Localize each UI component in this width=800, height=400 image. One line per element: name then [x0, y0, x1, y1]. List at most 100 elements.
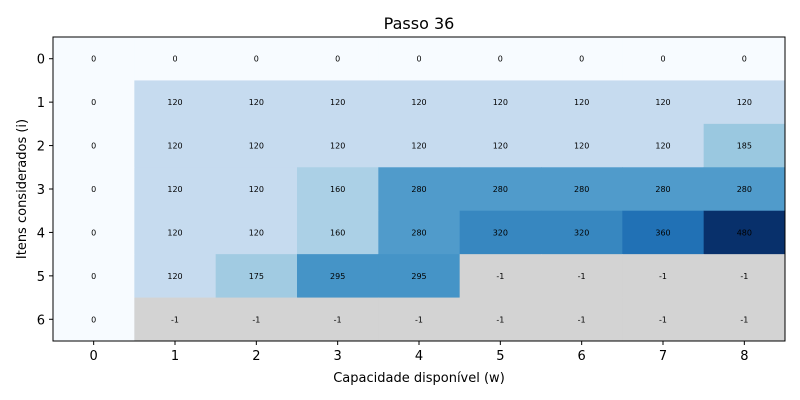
cell-value-label-r3-c4: 280: [411, 185, 426, 194]
cell-value-label-r3-c2: 120: [249, 185, 264, 194]
cell-value-label-r1-c2: 120: [249, 98, 264, 107]
heatmap-cell-r2-c5: [459, 123, 542, 168]
y-tick-label: 3: [37, 183, 45, 198]
cell-value-label-r6-c0: 0: [91, 315, 96, 324]
heatmap-cell-r0-c8: [703, 37, 786, 81]
cell-value-label-r6-c5: -1: [496, 315, 504, 324]
heatmap-cell-r1-c1: [134, 80, 217, 125]
cell-value-label-r5-c0: 0: [91, 272, 96, 281]
cell-value-label-r5-c3: 295: [330, 272, 345, 281]
heatmap-cell-r5-c2: [215, 254, 298, 299]
heatmap-cell-r5-c1: [134, 254, 217, 299]
heatmap-cell-r1-c2: [215, 80, 298, 125]
x-tick-label: 7: [659, 349, 667, 364]
cell-value-label-r1-c4: 120: [411, 98, 426, 107]
cell-value-label-r0-c1: 0: [172, 55, 177, 64]
heatmap-cell-r4-c8: [703, 210, 786, 255]
cell-value-label-r0-c2: 0: [254, 55, 259, 64]
heatmap-cell-r4-c5: [459, 210, 542, 255]
heatmap-cell-r0-c0: [53, 37, 135, 81]
x-tick-label: 3: [334, 349, 342, 364]
cell-value-label-r4-c8: 480: [737, 228, 752, 237]
heatmap-cell-r5-c3: [297, 254, 379, 299]
y-axis-ticks: 0 1 2 3 4 5 6: [37, 53, 53, 328]
cell-value-label-r4-c7: 360: [655, 228, 670, 237]
heatmap-cell-r6-c6: [541, 297, 623, 342]
cell-value-label-r5-c7: -1: [659, 272, 667, 281]
heatmap-cell-r1-c5: [459, 80, 542, 125]
cell-value-label-r4-c2: 120: [249, 228, 264, 237]
heatmap-cell-r1-c7: [622, 80, 705, 125]
heatmap-cell-r4-c0: [53, 210, 135, 255]
x-axis-label: Capacidade disponível (w): [333, 371, 505, 386]
heatmap-cell-r3-c4: [378, 167, 461, 212]
cell-value-label-r3-c6: 280: [574, 185, 589, 194]
cell-value-label-r3-c3: 160: [330, 185, 345, 194]
cell-value-label-r1-c5: 120: [493, 98, 508, 107]
y-tick-label: 0: [37, 53, 45, 68]
cell-value-label-r1-c3: 120: [330, 98, 345, 107]
heatmap-cell-r4-c4: [378, 210, 461, 255]
cell-value-label-r4-c1: 120: [167, 228, 182, 237]
cell-value-label-r3-c0: 0: [91, 185, 96, 194]
cell-value-label-r0-c8: 0: [742, 55, 747, 64]
y-axis-label: Itens considerados (i): [15, 119, 30, 259]
cell-value-label-r6-c1: -1: [171, 315, 179, 324]
cell-value-label-r1-c1: 120: [167, 98, 182, 107]
heatmap-cell-r3-c0: [53, 167, 135, 212]
cell-value-label-r0-c6: 0: [579, 55, 584, 64]
cell-value-label-r2-c6: 120: [574, 142, 589, 151]
cell-value-label-r0-c0: 0: [91, 55, 96, 64]
cell-value-label-r2-c4: 120: [411, 142, 426, 151]
heatmap-cell-r1-c8: [703, 80, 786, 125]
y-tick-label: 5: [37, 270, 45, 285]
cell-value-label-r6-c2: -1: [252, 315, 260, 324]
heatmap-cell-r4-c1: [134, 210, 217, 255]
cell-value-label-r5-c8: -1: [740, 272, 748, 281]
cell-value-label-r2-c2: 120: [249, 142, 264, 151]
heatmap-cell-r6-c7: [622, 297, 705, 342]
heatmap-cell-r4-c7: [622, 210, 705, 255]
heatmap-cell-r4-c6: [541, 210, 623, 255]
cell-value-label-r5-c6: -1: [578, 272, 586, 281]
heatmap-cell-r1-c0: [53, 80, 135, 125]
cell-value-label-r0-c7: 0: [660, 55, 665, 64]
heatmap-cell-r6-c3: [297, 297, 379, 342]
heatmap-cell-r6-c5: [459, 297, 542, 342]
x-tick-label: 2: [252, 349, 260, 364]
heatmap-cell-r5-c0: [53, 254, 135, 299]
cell-value-label-r1-c6: 120: [574, 98, 589, 107]
heatmap-cell-r3-c3: [297, 167, 379, 212]
heatmap-cell-r5-c5: [459, 254, 542, 299]
heatmap-cell-r6-c4: [378, 297, 461, 342]
heatmap-cell-r3-c6: [541, 167, 623, 212]
heatmap-cell-r0-c6: [541, 37, 623, 81]
heatmap-cell-r0-c1: [134, 37, 217, 81]
heatmap-cell-r6-c0: [53, 297, 135, 342]
y-tick-label: 1: [37, 96, 45, 111]
cell-value-label-r6-c4: -1: [415, 315, 423, 324]
cell-value-label-r4-c3: 160: [330, 228, 345, 237]
cell-value-label-r1-c0: 0: [91, 98, 96, 107]
x-tick-label: 6: [578, 349, 586, 364]
cell-value-label-r2-c0: 0: [91, 142, 96, 151]
cell-value-label-r5-c5: -1: [496, 272, 504, 281]
heatmap-cells: [53, 37, 786, 342]
heatmap-cell-labels: 0 0 0 0 0 0 0 0 0 0 120 120 120 120 120 120 120 120 0 120 12…: [91, 55, 752, 325]
cell-value-label-r2-c3: 120: [330, 142, 345, 151]
heatmap-cell-r2-c2: [215, 123, 298, 168]
cell-value-label-r3-c8: 280: [737, 185, 752, 194]
heatmap-cell-r3-c5: [459, 167, 542, 212]
heatmap-cell-r1-c6: [541, 80, 623, 125]
heatmap-cell-r1-c4: [378, 80, 461, 125]
heatmap-cell-r0-c5: [459, 37, 542, 81]
cell-value-label-r2-c1: 120: [167, 142, 182, 151]
heatmap-cell-r3-c8: [703, 167, 786, 212]
heatmap-cell-r5-c4: [378, 254, 461, 299]
x-tick-label: 4: [415, 349, 423, 364]
x-tick-label: 0: [90, 349, 98, 364]
heatmap-cell-r5-c6: [541, 254, 623, 299]
heatmap-cell-r4-c2: [215, 210, 298, 255]
heatmap-cell-r2-c6: [541, 123, 623, 168]
